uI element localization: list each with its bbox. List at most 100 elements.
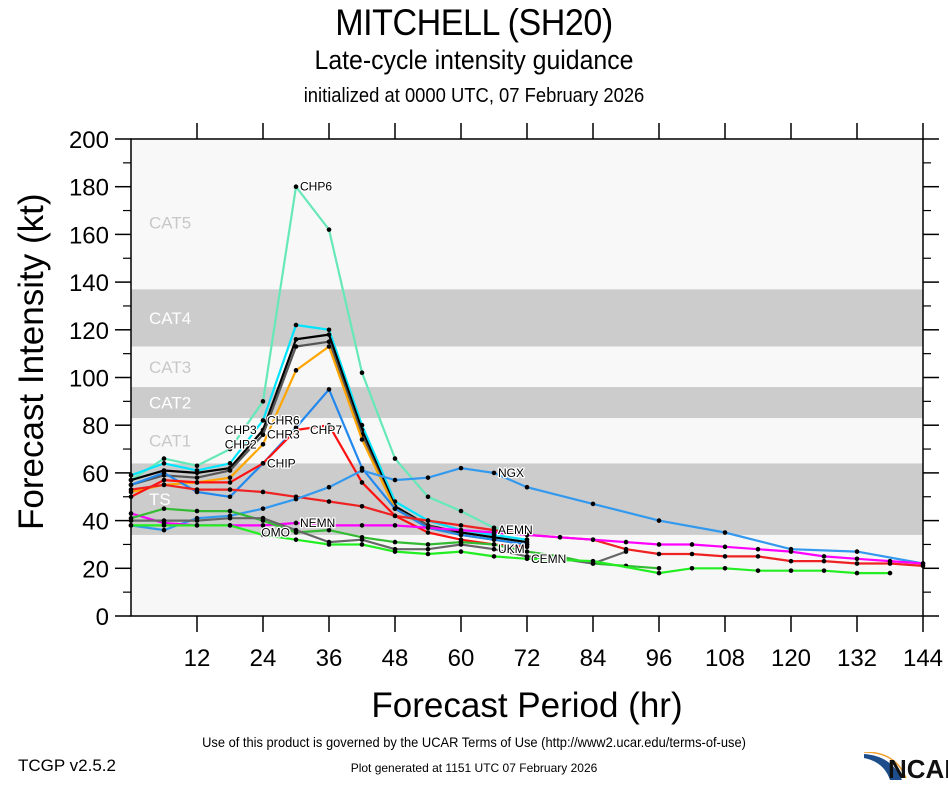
y-tick-label: 140	[69, 270, 109, 297]
data-point	[524, 484, 530, 490]
data-point	[656, 570, 662, 576]
data-point	[656, 551, 662, 557]
band-label: TS	[149, 490, 171, 509]
data-point	[854, 549, 860, 554]
series-label: CEMN	[531, 552, 566, 566]
data-point	[821, 558, 827, 564]
data-point	[524, 532, 530, 538]
band-cat3	[131, 346, 923, 388]
y-tick-label: 200	[69, 127, 109, 154]
data-point	[326, 484, 332, 490]
data-point	[458, 532, 464, 538]
data-point	[656, 566, 662, 571]
data-point	[425, 546, 431, 552]
data-point	[854, 556, 860, 562]
series-line-cemn	[131, 524, 890, 575]
band-cat4	[131, 289, 923, 347]
data-point	[227, 468, 233, 473]
data-point	[227, 475, 233, 480]
y-tick-label: 100	[69, 366, 109, 393]
data-point	[161, 506, 167, 511]
x-tick-label: 144	[903, 645, 943, 672]
data-point	[161, 456, 167, 461]
data-point	[854, 570, 860, 576]
series-label: CHR3	[267, 428, 300, 442]
data-point	[359, 437, 365, 442]
data-point	[293, 496, 299, 502]
data-point	[590, 537, 596, 542]
data-point	[491, 554, 497, 559]
series-label: CHP3	[225, 423, 257, 437]
data-point	[260, 515, 266, 521]
data-point	[425, 542, 431, 547]
data-point	[260, 461, 266, 466]
data-point	[293, 322, 299, 328]
series-label: CHIP	[267, 456, 296, 470]
band-ts	[131, 463, 923, 535]
x-tick-label: 84	[580, 645, 607, 672]
data-point	[392, 539, 398, 545]
band-label: CAT1	[149, 432, 191, 451]
y-tick-label: 0	[96, 604, 109, 631]
data-point	[194, 523, 200, 528]
y-tick-label: 80	[82, 413, 109, 440]
data-point	[524, 544, 530, 550]
data-point	[788, 549, 794, 554]
data-point	[689, 566, 695, 571]
data-point	[821, 554, 827, 559]
y-tick-label: 20	[82, 556, 109, 583]
data-point	[491, 530, 497, 535]
data-point	[458, 549, 464, 554]
series-label: AEMN	[498, 523, 533, 537]
data-point	[722, 544, 728, 550]
ncar-logo-text: NCAR	[888, 754, 948, 780]
version-label: TCGP v2.5.2	[18, 756, 116, 775]
data-point	[491, 542, 497, 547]
data-point	[425, 551, 431, 557]
data-point	[227, 494, 233, 500]
chart-subtitle: Late-cycle intensity guidance	[314, 45, 634, 75]
data-point	[293, 527, 299, 533]
x-tick-label: 36	[316, 645, 343, 672]
data-point	[161, 518, 167, 523]
data-point	[326, 499, 332, 504]
data-point	[623, 539, 629, 545]
y-tick-label: 40	[82, 509, 109, 536]
data-point	[689, 551, 695, 557]
data-point	[359, 503, 365, 509]
data-point	[524, 556, 530, 562]
data-point	[359, 542, 365, 547]
series-label: UKM	[498, 542, 525, 556]
data-point	[326, 227, 332, 232]
data-point	[755, 554, 761, 559]
series-label: CHP7	[310, 423, 342, 437]
data-point	[227, 461, 233, 466]
data-point	[260, 441, 266, 447]
data-point	[425, 494, 431, 500]
data-point	[326, 542, 332, 547]
data-point	[392, 523, 398, 528]
band-label: CAT4	[149, 309, 191, 328]
data-point	[326, 327, 332, 333]
series-label: CHP6	[300, 180, 332, 194]
band-label: CAT5	[149, 213, 191, 232]
data-point	[491, 546, 497, 552]
data-point	[359, 370, 365, 376]
data-point	[161, 527, 167, 533]
band-cat5	[131, 139, 923, 290]
data-point	[458, 523, 464, 528]
terms-of-use: Use of this product is governed by the U…	[202, 734, 746, 750]
data-point	[788, 568, 794, 573]
data-point	[425, 518, 431, 523]
data-point	[755, 546, 761, 552]
x-tick-label: 24	[250, 645, 277, 672]
data-point	[590, 558, 596, 564]
y-tick-label: 180	[69, 175, 109, 202]
data-point	[458, 542, 464, 547]
series-label: CHR6	[267, 413, 300, 427]
data-point	[359, 523, 365, 528]
band-label: CAT2	[149, 394, 191, 413]
data-point	[491, 470, 497, 476]
data-point	[227, 508, 233, 514]
